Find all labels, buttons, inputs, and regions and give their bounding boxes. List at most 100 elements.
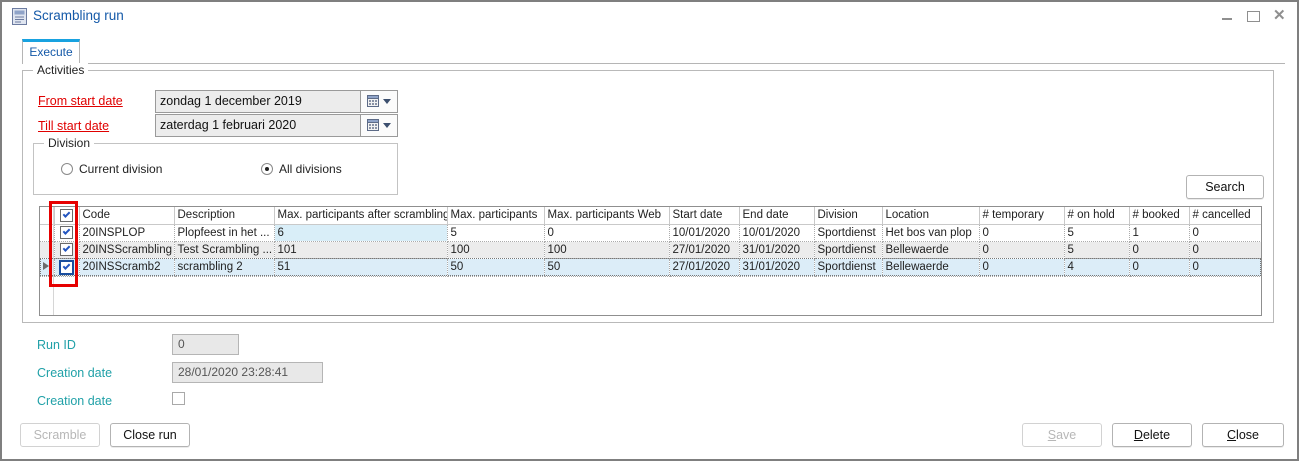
row-checkbox-cell — [54, 241, 80, 259]
column-header[interactable]: End date — [739, 207, 815, 225]
radio-all-divisions[interactable]: All divisions — [261, 162, 342, 176]
table-cell: 0 — [979, 241, 1065, 259]
row-selector-strip — [40, 207, 54, 315]
table-cell: 1 — [1129, 224, 1190, 242]
activities-groupbox: Activities From start date zondag 1 dece… — [22, 63, 1274, 323]
table-cell: scrambling 2 — [174, 258, 275, 277]
page-title: Scrambling run — [33, 8, 124, 23]
table-cell: Test Scrambling ... — [174, 241, 275, 259]
table-cell: 27/01/2020 — [669, 258, 740, 277]
table-cell: 0 — [1129, 258, 1190, 277]
row-checkbox-cell — [54, 258, 80, 277]
radio-current-division-label: Current division — [79, 162, 163, 176]
creation-date-checkbox-label: Creation date — [37, 394, 113, 408]
row-checkbox[interactable] — [60, 243, 73, 256]
title-bar: Scrambling run ✕ — [2, 2, 1297, 30]
table-cell: Bellewaerde — [882, 241, 980, 259]
maximize-icon[interactable] — [1247, 10, 1260, 22]
column-header[interactable]: # temporary — [979, 207, 1065, 225]
table-cell: 51 — [274, 258, 448, 277]
table-cell: 101 — [274, 241, 448, 259]
table-cell: 5 — [447, 224, 545, 242]
division-groupbox: Division Current division All divisions — [33, 136, 398, 195]
division-group-label: Division — [44, 136, 95, 150]
chevron-down-icon — [383, 123, 391, 128]
column-header[interactable]: Description — [174, 207, 275, 225]
column-header[interactable]: # cancelled — [1189, 207, 1261, 225]
row-checkbox[interactable] — [60, 226, 73, 239]
close-button[interactable]: Close — [1202, 423, 1284, 447]
save-button[interactable]: Save — [1022, 423, 1102, 447]
close-icon[interactable]: ✕ — [1273, 7, 1286, 24]
scramble-button[interactable]: Scramble — [20, 423, 100, 447]
table-cell: Sportdienst — [814, 224, 883, 242]
column-header[interactable]: # booked — [1129, 207, 1190, 225]
tab-execute[interactable]: Execute — [22, 39, 80, 64]
table-cell: 50 — [544, 258, 670, 277]
table-cell: 6 — [274, 224, 448, 242]
select-all-checkbox[interactable] — [60, 208, 73, 222]
select-all-header[interactable] — [54, 207, 80, 225]
table-cell: Bellewaerde — [882, 258, 980, 277]
column-header[interactable]: # on hold — [1064, 207, 1130, 225]
till-start-date-input[interactable]: zaterdag 1 februari 2020 — [155, 114, 361, 137]
table-cell: 20INSScrambling — [79, 241, 175, 259]
table-cell: 31/01/2020 — [739, 258, 815, 277]
table-cell: 5 — [1064, 241, 1130, 259]
radio-icon[interactable] — [261, 163, 273, 175]
creation-date-field: 28/01/2020 23:28:41 — [172, 362, 323, 383]
table-cell: 0 — [979, 224, 1065, 242]
chevron-down-icon — [383, 99, 391, 104]
table-cell: 50 — [447, 258, 545, 277]
column-header[interactable]: Max. participants after scrambling — [274, 207, 448, 225]
window-icon — [12, 8, 27, 25]
table-cell: 4 — [1064, 258, 1130, 277]
from-start-date-label[interactable]: From start date — [38, 94, 123, 108]
column-header[interactable]: Location — [882, 207, 980, 225]
search-button[interactable]: Search — [1186, 175, 1264, 199]
table-cell: 100 — [447, 241, 545, 259]
row-checkbox[interactable] — [59, 259, 74, 275]
run-id-field: 0 — [172, 334, 239, 355]
till-date-calendar-button[interactable] — [361, 114, 398, 137]
table-cell: 20INSPLOP — [79, 224, 175, 242]
activities-group-label: Activities — [33, 63, 89, 77]
till-start-date-label[interactable]: Till start date — [38, 119, 110, 133]
table-cell: 10/01/2020 — [669, 224, 740, 242]
radio-icon[interactable] — [61, 163, 73, 175]
radio-all-divisions-label: All divisions — [279, 162, 342, 176]
creation-date-checkbox[interactable] — [172, 392, 185, 405]
calendar-icon — [367, 95, 379, 107]
delete-button[interactable]: Delete — [1112, 423, 1192, 447]
table-row[interactable]: 20INSScrambling Test Scrambling ... 101 100… — [40, 241, 1261, 259]
minimize-icon[interactable] — [1221, 10, 1233, 22]
table-cell: 5 — [1064, 224, 1130, 242]
column-header[interactable]: Max. participants Web — [544, 207, 670, 225]
table-cell: 0 — [1189, 241, 1261, 259]
column-header[interactable]: Start date — [669, 207, 740, 225]
creation-date-label: Creation date — [37, 366, 113, 380]
table-cell: Sportdienst — [814, 241, 883, 259]
close-run-button[interactable]: Close run — [110, 423, 190, 447]
table-cell: 0 — [1189, 258, 1261, 277]
column-header[interactable]: Code — [79, 207, 175, 225]
table-cell: 31/01/2020 — [739, 241, 815, 259]
radio-current-division[interactable]: Current division — [61, 162, 162, 176]
column-header[interactable]: Max. participants — [447, 207, 545, 225]
calendar-icon — [367, 119, 379, 131]
table-cell: Het bos van plop — [882, 224, 980, 242]
table-cell: 100 — [544, 241, 670, 259]
table-cell: 27/01/2020 — [669, 241, 740, 259]
table-row[interactable]: 20INSScramb2 scrambling 2 51 50 50 27/01/2020… — [40, 258, 1261, 277]
tab-strip-line — [80, 63, 1285, 64]
column-header[interactable]: Division — [814, 207, 883, 225]
table-cell: Sportdienst — [814, 258, 883, 277]
table-cell: 0 — [544, 224, 670, 242]
table-row[interactable]: 20INSPLOP Plopfeest in het ... 6 5 0 10/01/20… — [40, 224, 1261, 242]
table-cell: 0 — [1129, 241, 1190, 259]
from-start-date-input[interactable]: zondag 1 december 2019 — [155, 90, 361, 113]
table-cell: 0 — [979, 258, 1065, 277]
table-cell: Plopfeest in het ... — [174, 224, 275, 242]
from-date-calendar-button[interactable] — [361, 90, 398, 113]
